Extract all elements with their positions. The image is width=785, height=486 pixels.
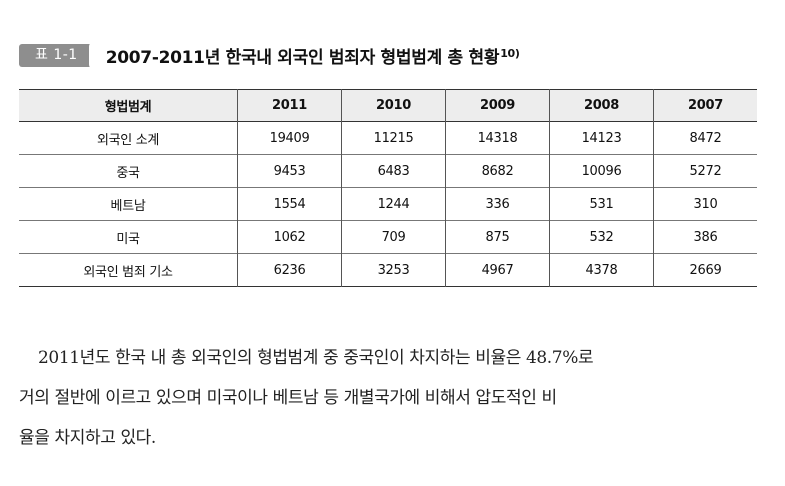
table-cell: 310: [652, 187, 757, 221]
header-category: 형법범계: [19, 89, 238, 122]
table-cell: 532: [549, 220, 654, 254]
table-cell: 19409: [237, 121, 342, 155]
table-cell: 4378: [549, 253, 654, 287]
table-cell: 709: [341, 220, 446, 254]
table-caption: 표 1-1 2007-2011년 한국내 외국인 범죄자 형법범계 총 현황10…: [19, 43, 520, 68]
table-row: 외국인 소계 19409 11215 14318 14123 8472: [19, 121, 757, 155]
table-cell: 9453: [237, 154, 342, 188]
table-cell: 10096: [549, 154, 654, 188]
table-cell: 2669: [652, 253, 757, 287]
table-cell: 386: [652, 220, 757, 254]
table-cell: 1244: [341, 187, 446, 221]
table-row: 베트남 1554 1244 336 531 310: [19, 187, 757, 221]
table-cell: 11215: [341, 121, 446, 155]
row-label: 베트남: [110, 198, 146, 214]
table-cell: 14318: [445, 121, 550, 155]
row-label: 중국: [116, 165, 140, 181]
table-cell: 3253: [341, 253, 446, 287]
crime-statistics-table: 형법범계 2011 2010 2009 2008 2007 외국인 소계 194…: [19, 89, 757, 287]
footnote-mark: 10): [500, 46, 520, 60]
table-cell: 14123: [549, 121, 654, 155]
paragraph-line: 율을 차지하고 있다.: [19, 428, 156, 448]
table-cell: 8472: [652, 121, 757, 155]
table-cell: 4967: [445, 253, 550, 287]
paragraph-line: 2011년도 한국 내 총 외국인의 형법범계 중 중국인이 차지하는 비율은 …: [38, 348, 594, 368]
header-year-2010: 2010: [341, 89, 446, 122]
table-cell: 875: [445, 220, 550, 254]
table-cell: 1062: [237, 220, 342, 254]
table-cell: 336: [445, 187, 550, 221]
header-year-2009: 2009: [445, 89, 550, 122]
table-row: 중국 9453 6483 8682 10096 5272: [19, 154, 757, 188]
header-year-2011: 2011: [237, 89, 342, 122]
header-year-2008: 2008: [549, 89, 654, 122]
table-title: 2007-2011년 한국내 외국인 범죄자 형법범계 총 현황10): [106, 43, 520, 68]
table-header-row: 형법범계 2011 2010 2009 2008 2007: [19, 89, 757, 122]
table-title-text: 2007-2011년 한국내 외국인 범죄자 형법범계 총 현황: [105, 47, 500, 68]
table-number-tag: 표 1-1: [19, 43, 95, 67]
table-row: 미국 1062 709 875 532 386: [19, 220, 757, 254]
table-cell: 8682: [445, 154, 550, 188]
paragraph-line: 거의 절반에 이르고 있으며 미국이나 베트남 등 개별국가에 비해서 압도적인…: [19, 388, 557, 408]
table-cell: 531: [549, 187, 654, 221]
table-cell: 6483: [341, 154, 446, 188]
table-cell: 5272: [652, 154, 757, 188]
table-row: 외국인 범죄 기소 6236 3253 4967 4378 2669: [19, 253, 757, 287]
table-cell: 6236: [237, 253, 342, 287]
header-year-2007: 2007: [652, 89, 757, 122]
row-label: 미국: [116, 231, 140, 247]
row-label: 외국인 소계: [96, 132, 160, 148]
table-cell: 1554: [237, 187, 342, 221]
row-label: 외국인 범죄 기소: [83, 264, 173, 280]
body-paragraph: 2011년도 한국 내 총 외국인의 형법범계 중 중국인이 차지하는 비율은 …: [19, 338, 759, 458]
